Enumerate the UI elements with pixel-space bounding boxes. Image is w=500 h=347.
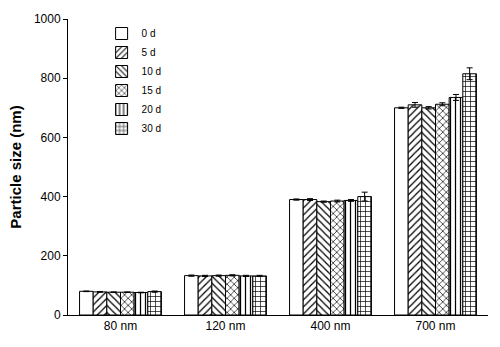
svg-text:700 nm: 700 nm <box>415 319 455 333</box>
svg-text:600: 600 <box>41 131 61 145</box>
svg-text:30 d: 30 d <box>142 123 161 134</box>
svg-text:15 d: 15 d <box>142 85 161 96</box>
svg-text:5 d: 5 d <box>142 47 156 58</box>
svg-text:200: 200 <box>41 249 61 263</box>
svg-text:80 nm: 80 nm <box>104 319 137 333</box>
svg-text:400 nm: 400 nm <box>310 319 350 333</box>
svg-text:400: 400 <box>41 190 61 204</box>
svg-text:0: 0 <box>54 308 61 322</box>
svg-text:120 nm: 120 nm <box>205 319 245 333</box>
svg-text:1000: 1000 <box>34 12 61 26</box>
svg-text:Particle size (nm): Particle size (nm) <box>7 105 24 228</box>
svg-text:0 d: 0 d <box>142 28 156 39</box>
svg-text:800: 800 <box>41 71 61 85</box>
svg-text:10 d: 10 d <box>142 66 161 77</box>
svg-text:20 d: 20 d <box>142 104 161 115</box>
